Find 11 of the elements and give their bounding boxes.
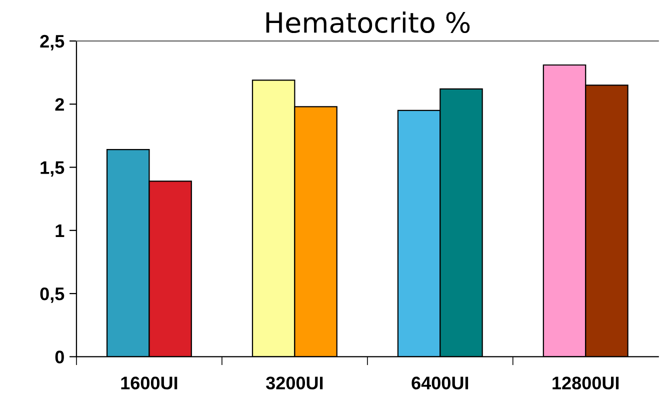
- y-tick-label: 2: [55, 98, 64, 111]
- y-tick-label: 1,5: [40, 161, 64, 177]
- y-tick-label: 1: [56, 224, 64, 237]
- y-tick-label: 2,5: [40, 34, 64, 50]
- chart-title: Hematocrito %: [266, 12, 470, 34]
- x-tick-label: 3200UI: [266, 376, 323, 390]
- y-tick-label: 0,5: [40, 287, 64, 303]
- y-tick-label: 0: [55, 350, 64, 364]
- x-tick-label: 12800UI: [552, 376, 619, 390]
- x-tick-label: 1600UI: [121, 376, 178, 390]
- x-tick-label: 6400UI: [412, 376, 468, 390]
